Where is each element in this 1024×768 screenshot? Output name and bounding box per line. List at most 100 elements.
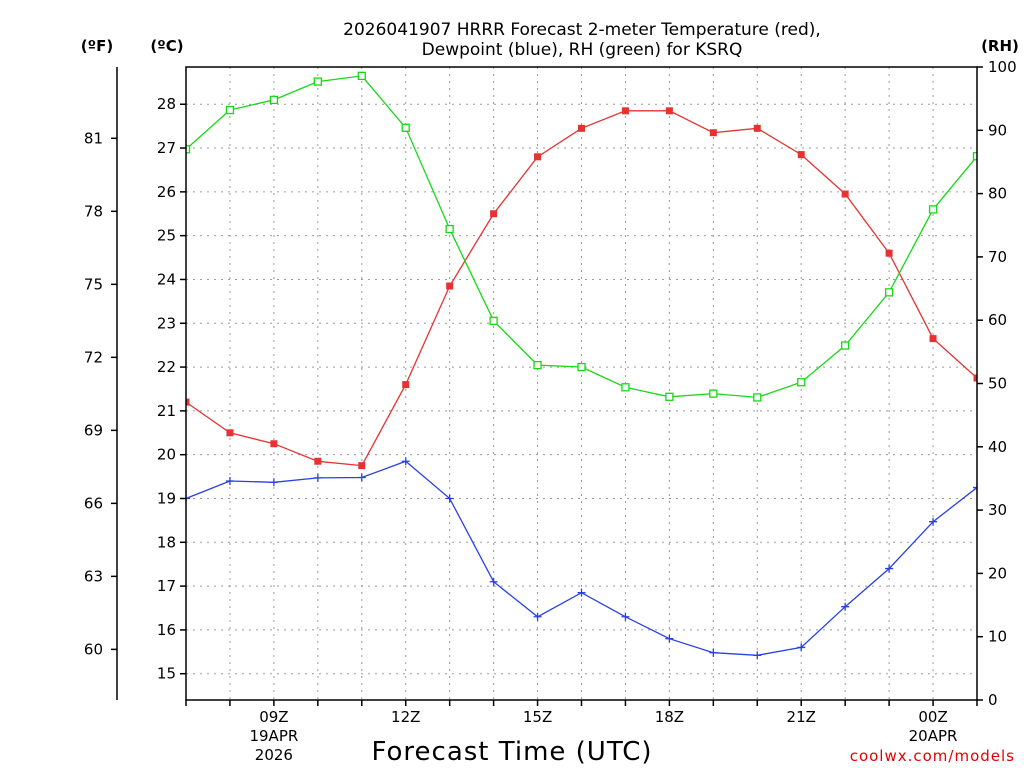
credit-text: coolwx.com/models [850,747,1015,765]
rh-tick-label: 20 [988,564,1007,582]
rh-axis: 0 10 20 30 40 50 60 70 80 90 100 [977,58,1017,709]
chart-title-line2: Dewpoint (blue), RH (green) for KSRQ [422,40,743,60]
fahrenheit-tick-label: 60 [84,640,103,658]
celsius-tick-label: 21 [157,402,176,420]
temperature-line [186,110,977,467]
rh-marker [621,383,630,392]
celsius-tick-label: 23 [157,314,176,332]
fahrenheit-tick-label: 75 [84,275,103,293]
dewpoint-marker [797,643,806,652]
dewpoint-marker [973,483,977,492]
x-tick-label-line1: 18Z [655,708,684,726]
rh-marker [841,341,850,350]
temperature-marker [534,153,542,161]
temperature-marker [358,462,366,470]
dewpoint-marker [665,634,674,643]
rh-marker [709,389,718,398]
celsius-tick-label: 18 [157,533,176,551]
temperature-marker [841,190,849,198]
dewpoint-marker [489,577,498,586]
plot-frame [185,66,978,701]
rh-marker [753,393,762,402]
rh-marker [665,392,674,401]
celsius-unit-label: (ºC) [150,37,183,55]
rh-marker [357,71,366,81]
x-tick-label-line2: 19APR [249,727,298,745]
dewpoint-marker [533,612,542,621]
x-tick-label-line2: 20APR [909,727,958,745]
rh-marker [269,95,279,105]
temperature-marker [186,398,190,406]
rh-marker [186,145,191,154]
rh-tick-label: 40 [988,438,1007,456]
celsius-tick-label: 22 [157,358,176,376]
rh-tick-label: 60 [988,311,1007,329]
celsius-tick-label: 25 [157,227,176,245]
fahrenheit-tick-label: 81 [84,129,103,147]
x-tick-label-line1: 00Z [918,708,947,726]
rh-marker [489,316,498,325]
rh-marker [797,378,806,387]
dewpoint-marker [186,494,190,503]
temperature-marker [753,124,761,132]
rh-tick-label: 100 [988,58,1017,76]
rh-tick-label: 70 [988,248,1007,266]
rh-marker [533,360,542,370]
fahrenheit-tick-label: 72 [84,348,103,366]
grid-lines [186,67,977,700]
celsius-tick-label: 16 [157,621,176,639]
rh-unit-label: (RH) [981,37,1019,55]
rh-marker [972,152,977,161]
rh-marker [313,77,322,86]
celsius-tick-label: 26 [157,183,176,201]
rh-marker [401,123,410,132]
fahrenheit-tick-label: 63 [84,567,103,585]
dewpoint-marker [445,494,454,503]
dewpoint-marker [269,478,278,487]
rh-marker [445,224,454,234]
temperature-marker [885,249,893,257]
rh-marker [884,288,894,297]
x-tick-label-line1: 12Z [391,708,420,726]
celsius-tick-label: 27 [157,139,176,157]
temperature-marker [270,440,278,448]
fahrenheit-tick-label: 78 [84,202,103,220]
temperature-marker [665,107,673,115]
x-tick-label-line1: 15Z [523,708,552,726]
celsius-tick-label: 24 [157,270,176,288]
x-tick-label-line1: 21Z [787,708,816,726]
dewpoint-marker [753,651,762,660]
series-temperature [186,107,977,470]
fahrenheit-unit-label: (ºF) [81,37,113,55]
dewpoint-marker [357,473,366,482]
dewpoint-marker [225,476,234,485]
temperature-marker [578,124,585,132]
temperature-marker [929,335,937,343]
celsius-axis: 15 16 17 18 19 20 21 22 23 24 25 26 27 28 [157,95,186,683]
rh-tick-label: 10 [988,628,1007,646]
dewpoint-marker [841,602,850,611]
series-layer [186,71,977,660]
fahrenheit-axis: 60 63 66 69 72 75 78 81 [84,67,118,700]
rh-marker [225,105,235,115]
rh-tick-label: 90 [988,121,1007,139]
x-axis-title: Forecast Time (UTC) [371,737,652,767]
series-rh [186,71,977,402]
temperature-marker [709,129,717,137]
dewpoint-marker [313,473,322,482]
x-tick-label-line1: 09Z [259,708,288,726]
rh-marker [928,205,938,214]
temperature-marker [797,151,805,159]
dewpoint-marker [621,612,630,621]
fahrenheit-tick-label: 69 [84,421,103,439]
temperature-marker [621,107,629,115]
temperature-marker [973,374,977,382]
rh-tick-label: 80 [988,185,1007,203]
series-dewpoint [186,457,977,660]
celsius-tick-label: 15 [157,665,176,683]
rh-marker [577,362,586,372]
temperature-marker [446,282,454,290]
temperature-marker [490,210,498,218]
